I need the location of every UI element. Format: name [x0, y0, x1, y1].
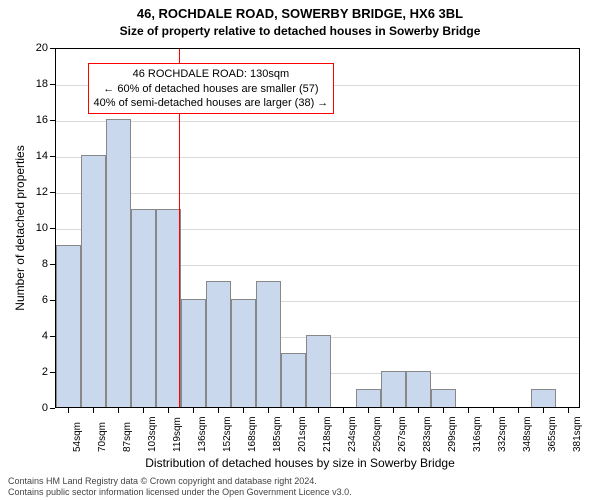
x-tick-mark [68, 408, 69, 413]
x-tick-mark [218, 408, 219, 413]
x-tick-mark [293, 408, 294, 413]
x-tick-label: 381sqm [572, 416, 583, 452]
y-tick-mark [50, 120, 55, 121]
x-tick-mark [418, 408, 419, 413]
x-tick-mark [118, 408, 119, 413]
x-tick-label: 299sqm [447, 416, 458, 452]
y-tick-mark [50, 84, 55, 85]
x-tick-label: 119sqm [172, 417, 183, 452]
x-tick-mark [193, 408, 194, 413]
y-tick-label: 8 [42, 258, 48, 270]
x-tick-mark [143, 408, 144, 413]
annotation-line: 46 ROCHDALE ROAD: 130sqm [94, 67, 329, 81]
x-tick-mark [568, 408, 569, 413]
histogram-bar [231, 299, 256, 407]
x-tick-label: 332sqm [497, 416, 508, 452]
x-tick-mark [318, 408, 319, 413]
x-tick-label: 87sqm [122, 422, 133, 452]
footer-line: Contains public sector information licen… [8, 487, 352, 498]
footer-line: Contains HM Land Registry data © Crown c… [8, 476, 352, 487]
y-tick-label: 0 [42, 402, 48, 414]
y-tick-label: 20 [36, 42, 48, 54]
histogram-bar [256, 281, 281, 407]
histogram-bar [131, 209, 156, 407]
x-tick-label: 103sqm [147, 416, 158, 452]
histogram-bar [56, 245, 81, 407]
y-tick-label: 14 [36, 150, 48, 162]
x-tick-mark [393, 408, 394, 413]
y-tick-label: 12 [36, 186, 48, 198]
x-tick-mark [268, 408, 269, 413]
x-tick-mark [493, 408, 494, 413]
annotation-line: 40% of semi-detached houses are larger (… [94, 96, 329, 110]
histogram-bar [306, 335, 331, 407]
x-tick-label: 185sqm [272, 416, 283, 452]
x-tick-mark [368, 408, 369, 413]
x-tick-label: 218sqm [322, 416, 333, 452]
y-tick-label: 6 [42, 294, 48, 306]
histogram-bar [356, 389, 381, 407]
histogram-bar [406, 371, 431, 407]
x-tick-mark [518, 408, 519, 413]
annotation-box: 46 ROCHDALE ROAD: 130sqm← 60% of detache… [88, 63, 335, 114]
histogram-bar [81, 155, 106, 407]
histogram-bar [106, 119, 131, 407]
x-tick-label: 136sqm [197, 416, 208, 452]
y-tick-mark [50, 300, 55, 301]
histogram-bar [431, 389, 456, 407]
histogram-bar [381, 371, 406, 407]
x-tick-label: 152sqm [222, 416, 233, 452]
x-tick-label: 168sqm [247, 416, 258, 452]
y-tick-label: 4 [42, 330, 48, 342]
x-tick-mark [443, 408, 444, 413]
x-tick-label: 250sqm [372, 416, 383, 452]
grid-line [56, 157, 579, 158]
footer-attribution: Contains HM Land Registry data © Crown c… [8, 476, 352, 498]
histogram-bar [531, 389, 556, 407]
annotation-line: ← 60% of detached houses are smaller (57… [94, 82, 329, 96]
histogram-bar [206, 281, 231, 407]
plot-area: 46 ROCHDALE ROAD: 130sqm← 60% of detache… [55, 48, 580, 408]
x-tick-mark [343, 408, 344, 413]
y-tick-mark [50, 336, 55, 337]
x-tick-label: 54sqm [72, 422, 83, 452]
grid-line [56, 121, 579, 122]
x-tick-label: 267sqm [397, 416, 408, 452]
y-tick-mark [50, 228, 55, 229]
y-tick-mark [50, 372, 55, 373]
x-tick-label: 201sqm [297, 416, 308, 452]
y-tick-mark [50, 264, 55, 265]
x-tick-label: 365sqm [547, 416, 558, 452]
chart-title: 46, ROCHDALE ROAD, SOWERBY BRIDGE, HX6 3… [0, 6, 600, 21]
x-tick-label: 348sqm [522, 416, 533, 452]
x-tick-mark [468, 408, 469, 413]
y-tick-label: 2 [42, 366, 48, 378]
x-tick-label: 70sqm [97, 422, 108, 452]
histogram-bar [181, 299, 206, 407]
x-tick-label: 234sqm [347, 416, 358, 452]
x-tick-mark [543, 408, 544, 413]
x-tick-label: 283sqm [422, 416, 433, 452]
y-tick-label: 18 [36, 78, 48, 90]
y-tick-mark [50, 48, 55, 49]
y-tick-label: 16 [36, 114, 48, 126]
y-tick-mark [50, 192, 55, 193]
y-tick-mark [50, 156, 55, 157]
histogram-bar [281, 353, 306, 407]
x-tick-mark [168, 408, 169, 413]
x-tick-mark [93, 408, 94, 413]
histogram-bar [156, 209, 181, 407]
x-tick-mark [243, 408, 244, 413]
x-axis-label: Distribution of detached houses by size … [0, 456, 600, 470]
y-tick-label: 10 [36, 222, 48, 234]
grid-line [56, 193, 579, 194]
x-tick-label: 316sqm [472, 416, 483, 452]
y-tick-mark [50, 408, 55, 409]
chart-subtitle: Size of property relative to detached ho… [0, 24, 600, 38]
